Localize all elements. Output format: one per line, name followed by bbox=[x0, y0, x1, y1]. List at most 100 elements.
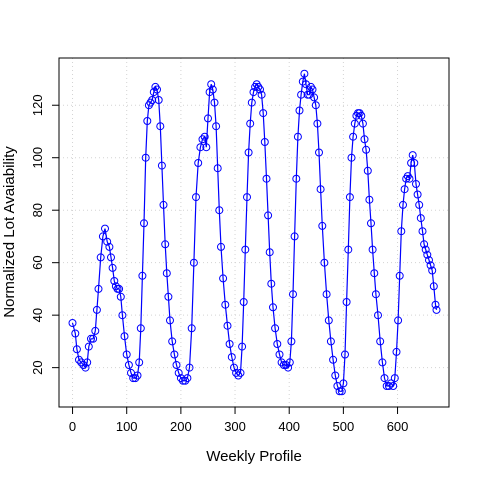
data-point bbox=[339, 379, 348, 388]
data-point bbox=[207, 80, 216, 89]
data-point bbox=[183, 374, 192, 383]
data-point bbox=[133, 371, 142, 380]
data-point bbox=[227, 353, 236, 362]
data-point bbox=[89, 334, 98, 343]
y-tick-label: 100 bbox=[30, 147, 45, 169]
x-tick-label: 0 bbox=[69, 419, 76, 434]
data-point bbox=[168, 337, 177, 346]
data-point bbox=[397, 227, 406, 236]
y-tick-label: 60 bbox=[30, 255, 45, 269]
x-tick-label: 500 bbox=[333, 419, 355, 434]
data-point bbox=[390, 374, 399, 383]
data-point bbox=[259, 109, 268, 118]
y-tick-label: 20 bbox=[30, 360, 45, 374]
data-point bbox=[241, 245, 250, 254]
data-point bbox=[208, 85, 217, 94]
x-tick-label: 400 bbox=[278, 419, 300, 434]
y-tick-label: 40 bbox=[30, 308, 45, 322]
data-point bbox=[87, 334, 95, 343]
data-point bbox=[399, 200, 407, 209]
data-point bbox=[174, 368, 183, 377]
data-point bbox=[196, 143, 205, 152]
data-point bbox=[181, 376, 190, 385]
data-point bbox=[215, 206, 224, 215]
data-point bbox=[416, 214, 425, 223]
data-point bbox=[407, 159, 416, 167]
data-point bbox=[98, 232, 107, 241]
data-point bbox=[256, 85, 264, 94]
data-point bbox=[116, 292, 125, 301]
data-point bbox=[202, 143, 211, 152]
data-point bbox=[156, 122, 165, 131]
data-point bbox=[164, 292, 173, 301]
data-point bbox=[362, 145, 371, 154]
data-point bbox=[271, 324, 280, 333]
plot-frame bbox=[58, 57, 450, 408]
series-line bbox=[71, 73, 438, 392]
grid-layer bbox=[59, 58, 449, 407]
x-axis-title: Weekly Profile bbox=[206, 448, 302, 465]
data-point bbox=[326, 337, 335, 346]
data-point bbox=[376, 337, 385, 346]
data-point bbox=[320, 258, 329, 267]
data-point bbox=[189, 258, 198, 267]
data-point bbox=[230, 363, 238, 372]
data-point bbox=[141, 153, 150, 162]
data-point bbox=[103, 237, 112, 246]
data-point bbox=[310, 93, 319, 102]
data-point bbox=[329, 355, 338, 364]
data-point bbox=[395, 271, 404, 280]
data-point bbox=[357, 111, 366, 120]
axis-layer: 0 100 200 300 400 500 600 20 40 60 80 100 120 bbox=[30, 94, 408, 434]
data-point bbox=[284, 363, 293, 372]
data-point bbox=[365, 195, 374, 204]
data-point bbox=[210, 98, 219, 107]
data-point bbox=[101, 224, 109, 233]
data-point bbox=[71, 329, 80, 338]
data-point bbox=[200, 132, 209, 141]
data-point bbox=[423, 250, 432, 259]
data-point bbox=[413, 190, 422, 199]
data-point bbox=[153, 85, 161, 94]
data-point bbox=[166, 316, 174, 325]
data-point bbox=[247, 98, 256, 107]
data-point bbox=[412, 180, 420, 188]
data-point bbox=[432, 305, 441, 314]
data-point bbox=[154, 96, 163, 104]
data-point bbox=[331, 371, 340, 380]
data-point bbox=[140, 219, 148, 228]
data-point bbox=[408, 151, 417, 160]
data-point bbox=[194, 159, 203, 167]
data-point bbox=[115, 284, 124, 293]
data-point bbox=[219, 274, 228, 283]
data-point bbox=[198, 135, 207, 144]
data-point bbox=[232, 368, 241, 377]
data-point bbox=[300, 69, 309, 78]
data-point bbox=[344, 245, 353, 254]
data-point bbox=[293, 132, 302, 141]
data-point bbox=[275, 350, 284, 359]
data-point bbox=[289, 290, 297, 299]
data-point bbox=[260, 138, 269, 146]
data-point bbox=[81, 363, 90, 372]
data-point bbox=[83, 358, 92, 367]
data-point bbox=[172, 361, 181, 369]
data-point bbox=[392, 347, 401, 356]
data-point bbox=[170, 350, 179, 359]
data-point bbox=[360, 135, 369, 144]
data-point bbox=[265, 248, 274, 257]
data-point bbox=[374, 311, 382, 320]
data-point bbox=[302, 80, 310, 89]
data-point bbox=[350, 119, 359, 128]
y-tick-label: 80 bbox=[30, 203, 45, 217]
data-point bbox=[313, 119, 322, 128]
y-axis-title: Normalized Lot Avaiability bbox=[1, 146, 18, 318]
data-point bbox=[96, 253, 105, 262]
data-point bbox=[277, 358, 286, 367]
data-point bbox=[143, 117, 152, 125]
data-point bbox=[349, 132, 358, 141]
data-point bbox=[162, 269, 171, 278]
data-point bbox=[135, 358, 144, 367]
data-point bbox=[363, 166, 372, 175]
